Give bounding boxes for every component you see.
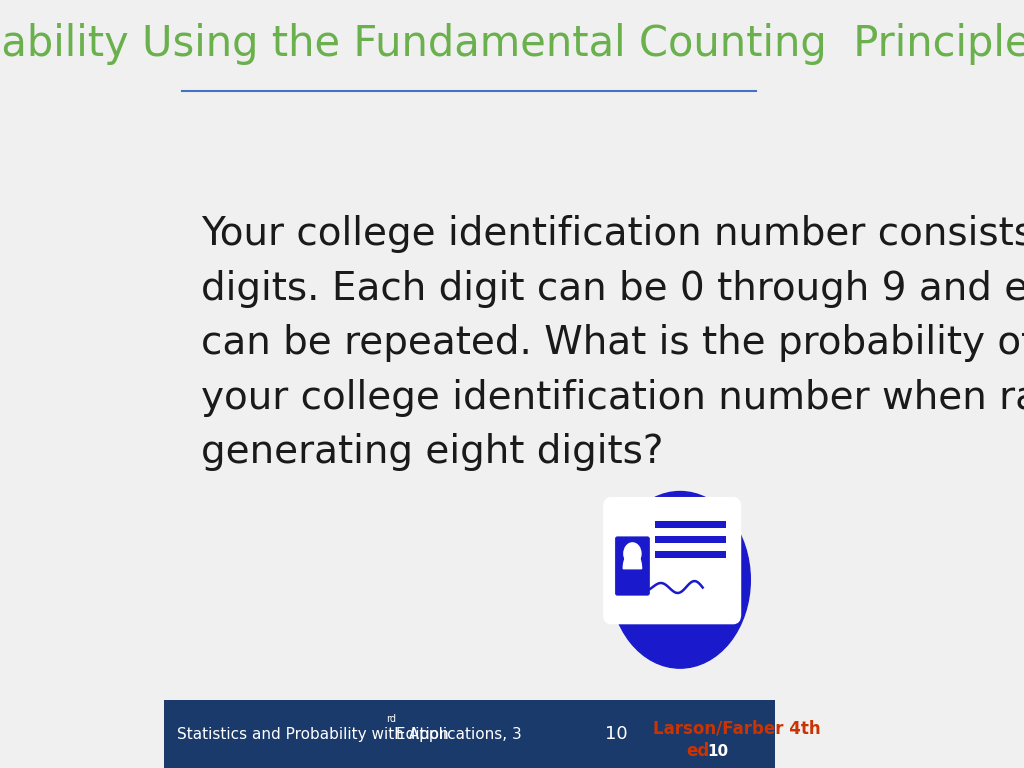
Text: ed: ed	[686, 742, 710, 760]
FancyBboxPatch shape	[164, 700, 775, 768]
Polygon shape	[624, 552, 642, 568]
FancyBboxPatch shape	[604, 498, 740, 624]
Text: Larson/Farber 4th: Larson/Farber 4th	[652, 719, 820, 737]
Text: Your college identification number consists of 8
digits. Each digit can be 0 thr: Your college identification number consi…	[201, 215, 1024, 471]
Text: Edition: Edition	[390, 727, 449, 742]
Text: rd: rd	[386, 713, 396, 724]
Text: Probability Using the Fundamental Counting  Principle: Probability Using the Fundamental Counti…	[0, 23, 1024, 65]
FancyBboxPatch shape	[655, 521, 726, 528]
Circle shape	[624, 543, 641, 564]
FancyBboxPatch shape	[655, 536, 726, 542]
Circle shape	[610, 492, 751, 668]
Text: 10: 10	[708, 743, 729, 759]
Text: Statistics and Probability with Applications, 3: Statistics and Probability with Applicat…	[177, 727, 522, 742]
FancyBboxPatch shape	[615, 537, 649, 595]
FancyBboxPatch shape	[655, 551, 726, 558]
Text: 10: 10	[604, 725, 628, 743]
